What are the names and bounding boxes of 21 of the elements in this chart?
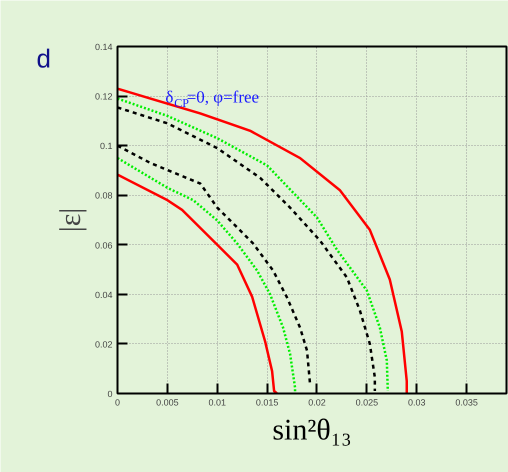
y-tick-label: 0.02 <box>94 339 113 350</box>
text: d <box>36 44 51 74</box>
y-tick-label: 0 <box>107 389 113 399</box>
x-axis-title: sin²θ₁₃ <box>272 414 352 446</box>
y-tick-label: 0.06 <box>94 240 113 250</box>
x-tick-label: 0.03 <box>408 398 426 408</box>
y-tick-label: 0.12 <box>94 92 113 102</box>
x-tick-label: 0.02 <box>308 398 326 408</box>
x-tick-label: 0.01 <box>208 398 226 408</box>
line-series <box>118 173 278 394</box>
y-tick-label: 0.04 <box>94 290 113 300</box>
y-tick-label: 0.08 <box>94 190 113 201</box>
y-axis-title: |ε| <box>54 208 87 232</box>
y-tick-label: 0.14 <box>94 42 113 52</box>
line-series <box>118 156 296 394</box>
x-tick-label: 0.035 <box>455 398 478 408</box>
x-tick-label: 0.025 <box>356 398 378 408</box>
y-tick-label: 0.1 <box>100 141 113 152</box>
x-tick-label: 0.015 <box>256 398 278 408</box>
x-tick-label: 0.005 <box>156 398 179 408</box>
x-tick-label: 0 <box>114 398 120 408</box>
